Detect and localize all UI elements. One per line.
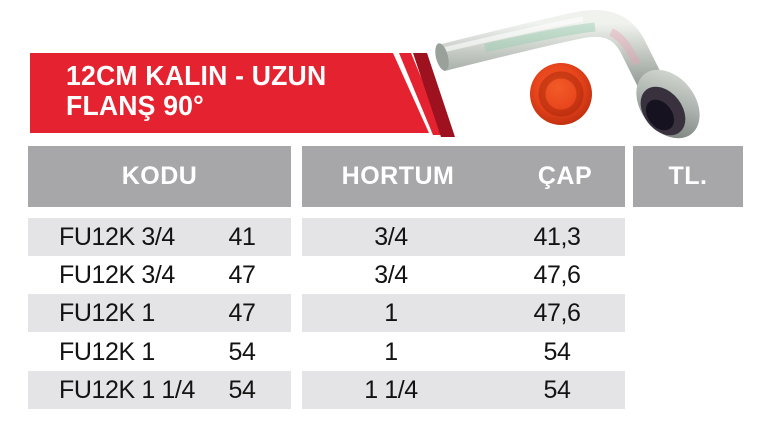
fitting-tube-end [435, 43, 449, 71]
cell-hortum: 1 [384, 299, 398, 327]
cell-size: 41 [228, 223, 256, 251]
row-bg-left [28, 218, 291, 256]
cell-code: FU12K 1 [59, 338, 155, 366]
header-tl-label: TL. [668, 162, 708, 190]
row-bg-right [302, 218, 625, 256]
table-row: FU12K 1 47 1 47,6 [0, 294, 768, 332]
cell-hortum: 1 1/4 [364, 376, 418, 404]
header-kodu-label: KODU [121, 162, 198, 190]
cell-cap: 47,6 [533, 261, 581, 289]
banner-title-line1: 12CM KALIN - UZUN [66, 60, 327, 91]
cell-cap: 47,6 [533, 299, 581, 327]
oring-inner-ring [538, 71, 584, 117]
cell-cap: 41,3 [533, 223, 581, 251]
banner-title: 12CM KALIN - UZUN FLANŞ 90° [66, 61, 326, 121]
cell-hortum: 1 [384, 338, 398, 366]
cell-code: FU12K 1 [59, 299, 155, 327]
table-row: FU12K 3/4 41 3/4 41,3 [0, 218, 768, 256]
table-row: FU12K 1 1/4 54 1 1/4 54 [0, 371, 768, 409]
cell-hortum: 3/4 [374, 223, 408, 251]
header-hortum-label: HORTUM [341, 162, 455, 190]
banner-body-shape [30, 53, 429, 133]
cell-size: 47 [228, 299, 256, 327]
fitting-tint-pink [609, 28, 641, 66]
fitting-tube [437, 9, 671, 104]
banner-stripe-dark [413, 53, 455, 137]
fitting-tint-green [484, 22, 596, 53]
row-bg-left [28, 294, 291, 332]
cell-size: 47 [228, 261, 256, 289]
row-bg-right [302, 294, 625, 332]
cell-hortum: 3/4 [374, 261, 408, 289]
cell-size: 54 [228, 338, 256, 366]
cell-cap: 54 [543, 376, 571, 404]
cell-code: FU12K 3/4 [59, 261, 175, 289]
fitting-flange-bore [645, 99, 675, 131]
banner-title-line2: FLANŞ 90° [66, 90, 204, 121]
oring-seal [530, 63, 592, 125]
banner-background [30, 53, 455, 137]
row-bg-right [302, 371, 625, 409]
cell-code: FU12K 1 1/4 [59, 376, 195, 404]
cell-size: 54 [228, 376, 256, 404]
table-row: FU12K 3/4 47 3/4 47,6 [0, 256, 768, 294]
cell-code: FU12K 3/4 [59, 223, 175, 251]
header-cap-label: ÇAP [537, 162, 593, 190]
header-tl: TL. [633, 146, 743, 207]
header-kodu: KODU [28, 146, 291, 207]
cell-cap: 54 [543, 338, 571, 366]
row-bg-right [302, 333, 625, 371]
header-hortum-cap: HORTUM ÇAP [302, 146, 625, 207]
fitting-highlight [442, 16, 584, 53]
row-bg-left [28, 371, 291, 409]
product-photo-elbow-fitting [435, 9, 700, 139]
table-row: FU12K 1 54 1 54 [0, 333, 768, 371]
